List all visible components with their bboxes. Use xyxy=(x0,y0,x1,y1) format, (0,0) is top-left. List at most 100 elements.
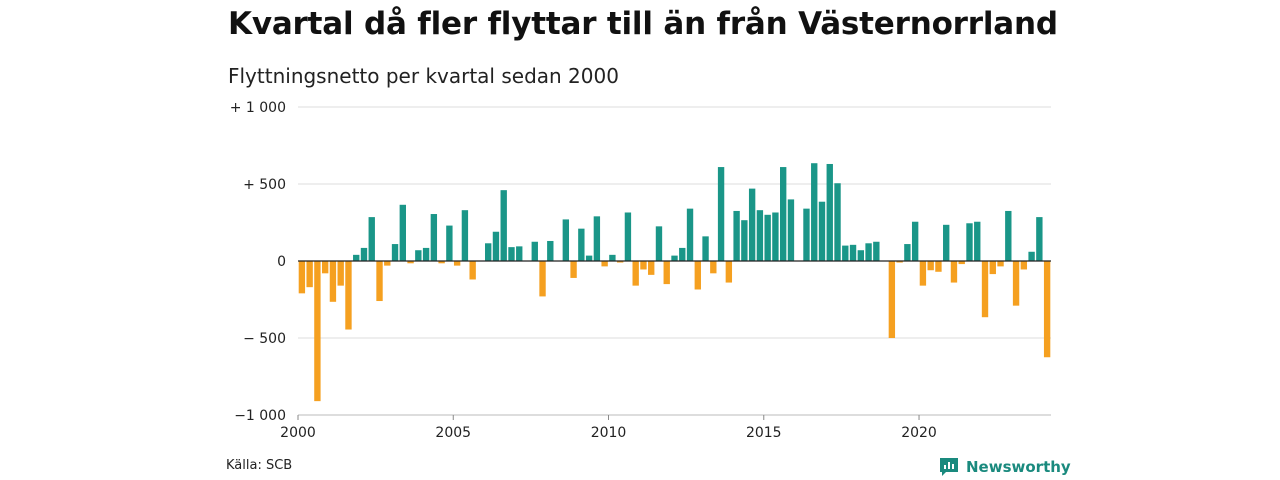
bar xyxy=(391,244,399,261)
bar xyxy=(345,261,352,330)
bar xyxy=(578,228,585,261)
x-tick-label: 2010 xyxy=(591,425,627,441)
bar xyxy=(624,212,632,261)
bar xyxy=(772,212,779,261)
bar xyxy=(376,261,383,302)
bar xyxy=(818,201,826,261)
bar xyxy=(873,241,880,261)
bar xyxy=(609,254,616,261)
bar xyxy=(935,261,942,272)
bar xyxy=(453,261,461,266)
bar xyxy=(446,225,453,261)
bar xyxy=(834,183,841,261)
bar xyxy=(1020,261,1028,270)
y-tick-label: 0 xyxy=(277,254,286,270)
bar xyxy=(539,261,546,297)
bar xyxy=(1005,210,1012,261)
chart-title: Kvartal då fler flyttar till än från Väs… xyxy=(228,6,1058,42)
bar xyxy=(911,221,919,261)
bar xyxy=(337,261,344,286)
bar xyxy=(531,241,538,261)
bar xyxy=(811,163,818,261)
bar xyxy=(547,240,554,261)
bar xyxy=(702,236,709,261)
bar xyxy=(562,219,570,261)
bar xyxy=(787,199,795,261)
bar xyxy=(686,208,694,261)
bar xyxy=(826,163,833,261)
bar xyxy=(492,231,500,261)
bar xyxy=(516,246,523,261)
bar xyxy=(849,244,857,261)
bar xyxy=(1043,261,1051,358)
bar xyxy=(865,243,872,261)
bar xyxy=(671,255,678,261)
bar xyxy=(857,250,864,261)
bar xyxy=(353,254,360,261)
bar xyxy=(1012,261,1020,306)
bar xyxy=(368,217,375,261)
bar xyxy=(710,261,717,274)
bar xyxy=(601,261,608,267)
bar xyxy=(508,247,515,261)
bar xyxy=(570,261,577,278)
y-tick-label: + 500 xyxy=(243,177,286,193)
bar xyxy=(896,261,903,263)
x-tick-label: 2020 xyxy=(901,425,937,441)
bar xyxy=(679,247,686,261)
bar xyxy=(842,245,849,261)
bar xyxy=(461,210,469,261)
bar xyxy=(438,261,445,264)
bar xyxy=(741,220,748,261)
bar xyxy=(888,261,896,338)
brand-name: Newsworthy xyxy=(966,458,1071,476)
bar xyxy=(919,261,927,286)
bar xyxy=(764,214,771,261)
bar xyxy=(1028,251,1035,261)
bar xyxy=(632,261,639,286)
brand-logo: Newsworthy xyxy=(938,456,1071,478)
bar xyxy=(943,224,950,261)
bar xyxy=(904,244,911,261)
bar xyxy=(306,261,313,288)
bar xyxy=(717,167,725,261)
y-tick-label: + 1 000 xyxy=(230,100,286,116)
bar xyxy=(407,261,414,264)
bar xyxy=(748,188,756,261)
bar xyxy=(803,208,810,261)
bar xyxy=(360,247,368,261)
bars xyxy=(298,163,1051,402)
bar xyxy=(950,261,958,283)
bar xyxy=(733,210,740,261)
bar xyxy=(298,261,306,294)
bar xyxy=(981,261,989,318)
bar xyxy=(500,190,507,261)
bar xyxy=(997,261,1004,267)
bar xyxy=(469,261,476,280)
bar xyxy=(989,261,996,275)
bar xyxy=(422,247,430,261)
chart-subtitle: Flyttningsnetto per kvartal sedan 2000 xyxy=(228,64,619,88)
x-tick-label: 2000 xyxy=(280,425,316,441)
x-tick-label: 2005 xyxy=(435,425,471,441)
bar xyxy=(648,261,655,275)
bar xyxy=(399,204,406,261)
bar xyxy=(958,261,965,265)
newsworthy-logo-icon xyxy=(940,458,958,476)
y-tick-label: −1 000 xyxy=(234,408,286,424)
source-label: Källa: SCB xyxy=(226,458,293,473)
bar xyxy=(430,214,438,261)
x-tick-label: 2015 xyxy=(746,425,782,441)
bar xyxy=(655,226,663,261)
bar xyxy=(756,210,764,261)
bar xyxy=(927,261,934,271)
y-tick-label: − 500 xyxy=(243,331,286,347)
bar xyxy=(616,261,624,263)
bar xyxy=(663,261,670,285)
bar xyxy=(966,223,973,261)
bar xyxy=(384,261,391,266)
bar xyxy=(314,261,321,402)
bar xyxy=(725,261,733,283)
